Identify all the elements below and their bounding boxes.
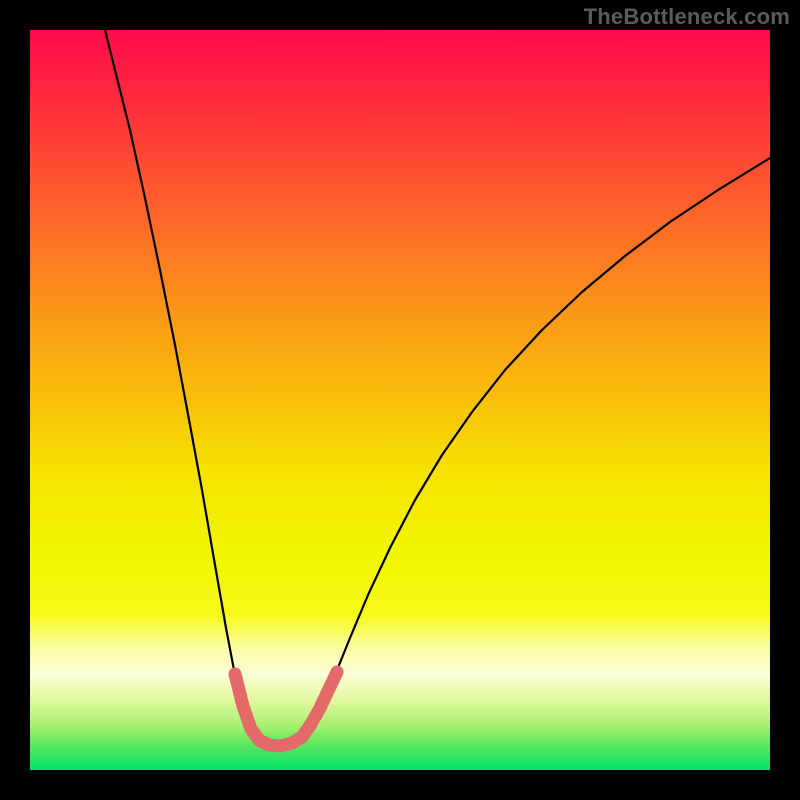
bottleneck-curve-chart	[0, 0, 800, 800]
watermark-text: TheBottleneck.com	[584, 4, 790, 30]
chart-container: TheBottleneck.com	[0, 0, 800, 800]
plot-background	[30, 30, 770, 770]
